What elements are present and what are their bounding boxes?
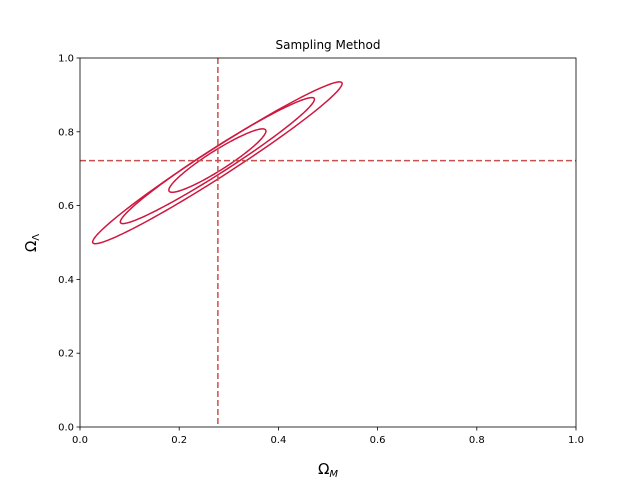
- x-axis-label: ΩM: [318, 460, 338, 480]
- y-tick-label: 0.0: [58, 423, 74, 434]
- y-tick-label: 0.6: [58, 201, 74, 212]
- x-tick-label: 0.6: [370, 435, 386, 446]
- contour-level-3: [91, 81, 343, 245]
- y-axis-label: ΩΛ: [22, 234, 42, 252]
- x-tick-label: 0.2: [171, 435, 187, 446]
- x-tick-label: 1.0: [568, 435, 584, 446]
- plot-area: [80, 58, 576, 427]
- x-tick-label: 0.4: [270, 435, 286, 446]
- y-tick-label: 0.8: [58, 127, 74, 138]
- chart-title: Sampling Method: [276, 38, 381, 52]
- x-tick-label: 0.0: [72, 435, 88, 446]
- axes-frame: [79, 57, 577, 428]
- contour-level-1: [168, 128, 267, 194]
- y-tick-label: 1.0: [58, 54, 74, 65]
- x-tick-label: 0.8: [469, 435, 485, 446]
- y-tick-label: 0.2: [58, 349, 74, 360]
- axes: 0.0 0.2 0.4 0.6 0.8 1.0 0.0 0.2 0.4 0.6 0.8 1.0: [58, 54, 584, 447]
- y-tick-label: 0.4: [58, 275, 74, 286]
